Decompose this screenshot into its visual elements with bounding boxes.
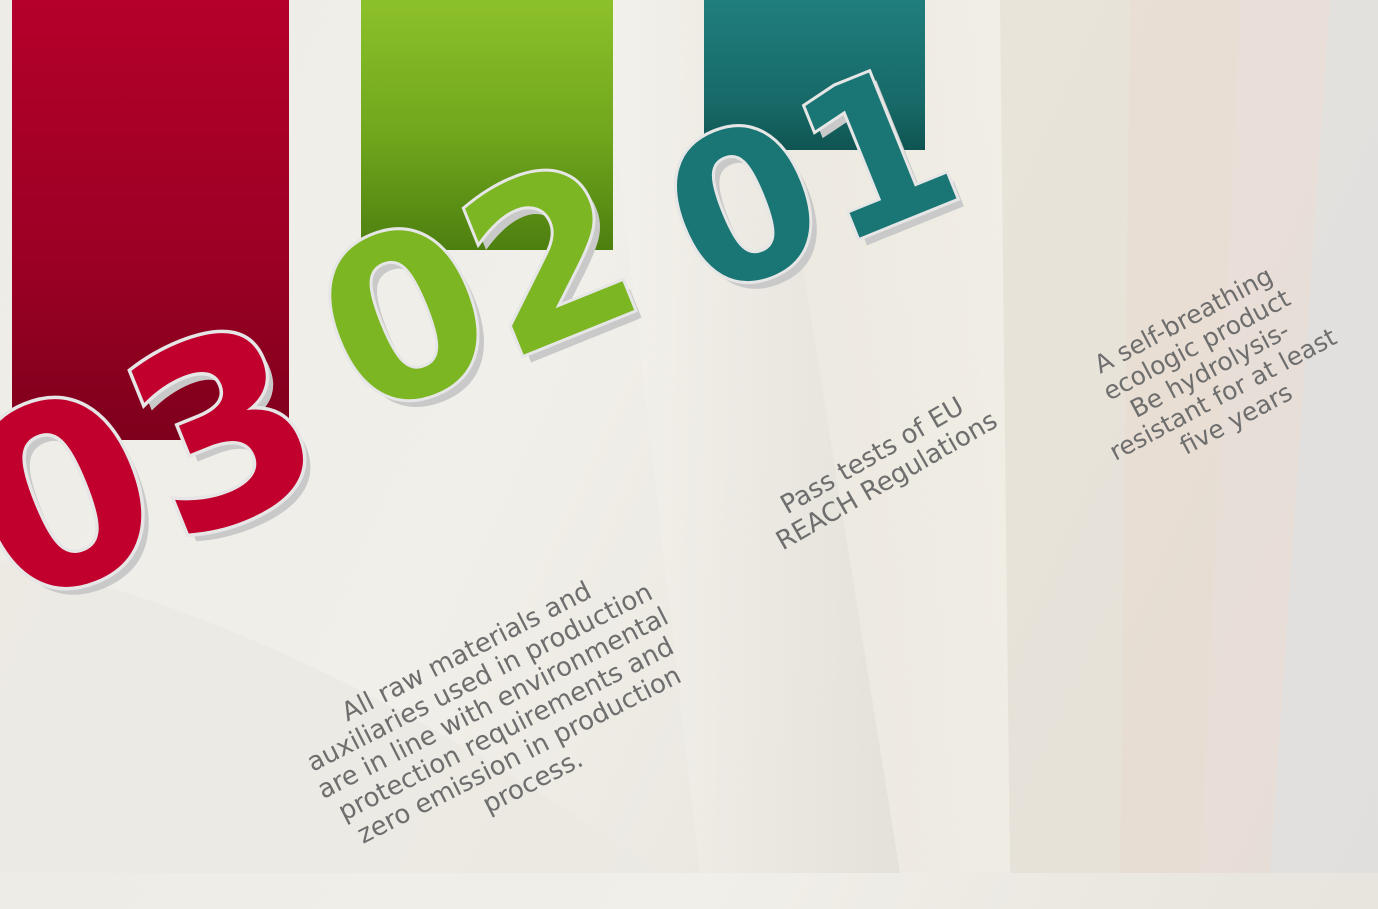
number-03: 03	[0, 265, 359, 665]
ribbon-01	[704, 0, 925, 150]
numbers-layer: 01 01 02 02 03 03	[0, 15, 995, 673]
infographic: 01 01 02 02 03 03 A self-breathing ecolo…	[0, 0, 1378, 873]
leather-background	[0, 0, 1378, 873]
ribbon-02	[361, 0, 613, 250]
ribbon-03	[12, 0, 289, 440]
number-01: 01	[634, 18, 988, 346]
number-02: 02	[284, 110, 672, 470]
